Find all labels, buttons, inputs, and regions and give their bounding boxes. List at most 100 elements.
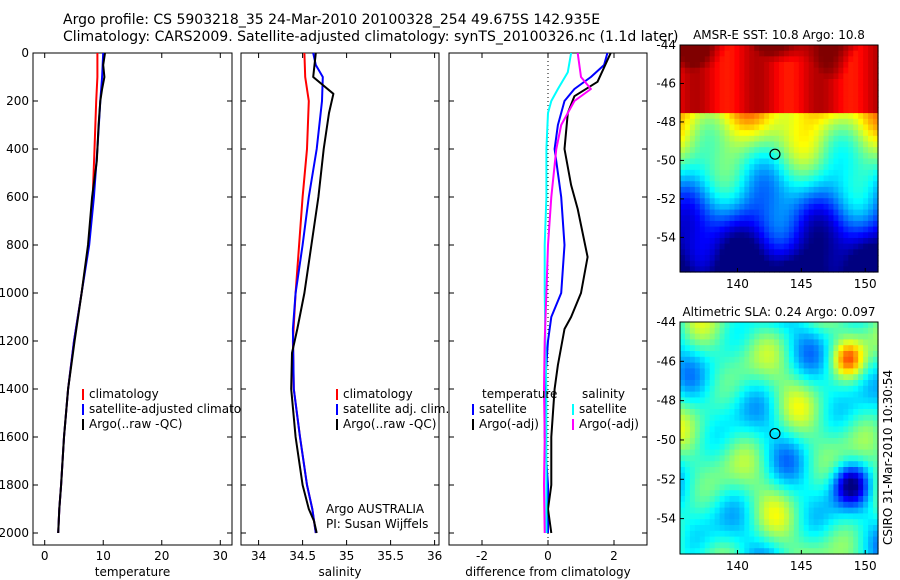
heatmap-cell — [818, 548, 825, 555]
heatmap-cell — [709, 220, 716, 228]
heatmap-cell — [734, 118, 740, 126]
heatmap-cell — [680, 124, 686, 131]
heatmap-cell — [873, 432, 879, 439]
heatmap-cell — [873, 152, 879, 160]
heatmap-cell — [744, 414, 750, 422]
heatmap-cell — [699, 50, 706, 57]
heatmap-cell — [853, 152, 859, 160]
heatmap-cell — [759, 542, 765, 549]
heatmap-cell — [813, 249, 820, 256]
heatmap-cell — [684, 135, 691, 143]
heatmap-cell — [863, 169, 869, 177]
heatmap-cell — [744, 362, 750, 369]
heatmap-cell — [739, 374, 745, 381]
heatmap-cell — [793, 67, 800, 74]
heatmap-cell — [818, 432, 825, 439]
heatmap-cell — [803, 351, 810, 358]
heatmap-cell — [709, 496, 716, 503]
heatmap-cell — [783, 50, 790, 57]
heatmap-cell — [684, 164, 691, 171]
heatmap-cell — [714, 192, 721, 199]
panel-annotation: Argo AUSTRALIA — [326, 502, 425, 516]
heatmap-cell — [803, 84, 810, 91]
heatmap-cell — [813, 420, 820, 427]
heatmap-cell — [779, 501, 785, 509]
heatmap-cell — [699, 62, 706, 69]
heatmap-cell — [813, 237, 820, 245]
heatmap-cell — [863, 322, 869, 329]
heatmap-cell — [689, 62, 696, 69]
heatmap-cell — [853, 380, 859, 387]
heatmap-cell — [838, 333, 844, 340]
heatmap-cell — [764, 152, 770, 160]
heatmap-cell — [823, 181, 830, 188]
heatmap-cell — [694, 519, 701, 526]
heatmap-cell — [694, 484, 701, 491]
heatmap-cell — [749, 215, 755, 222]
heatmap-cell — [868, 536, 874, 543]
heatmap-cell — [680, 438, 686, 445]
heatmap-cell — [788, 455, 795, 462]
heatmap-cell — [764, 403, 770, 410]
heatmap-cell — [803, 243, 810, 250]
heatmap-cell — [774, 409, 780, 416]
heatmap-cell — [823, 519, 830, 526]
heatmap-cell — [868, 403, 874, 410]
heatmap-cell — [858, 426, 864, 433]
heatmap-cell — [798, 432, 805, 439]
heatmap-cell — [769, 351, 775, 358]
y-tick-label: -52 — [656, 192, 676, 206]
heatmap-cell — [853, 501, 859, 509]
heatmap-cell — [848, 525, 854, 532]
heatmap-cell — [744, 513, 750, 520]
heatmap-cell — [779, 327, 785, 335]
heatmap-cell — [704, 548, 711, 555]
heatmap-cell — [684, 403, 691, 410]
heatmap-cell — [858, 198, 864, 205]
heatmap-cell — [689, 152, 696, 160]
heatmap-cell — [818, 525, 825, 532]
heatmap-cell — [749, 158, 755, 165]
heatmap-cell — [838, 90, 844, 97]
heatmap-cell — [694, 141, 701, 148]
heatmap-cell — [764, 220, 770, 228]
heatmap-cell — [764, 368, 770, 375]
heatmap-cell — [788, 50, 795, 57]
heatmap-cell — [863, 45, 869, 52]
heatmap-cell — [823, 141, 830, 148]
series-line-argo-raw-qc- — [290, 52, 335, 534]
heatmap-cell — [689, 432, 696, 439]
heatmap-cell — [744, 164, 750, 171]
heatmap-cell — [684, 536, 691, 543]
heatmap-cell — [868, 478, 874, 485]
heatmap-cell — [863, 141, 869, 148]
heatmap-cell — [863, 385, 869, 393]
heatmap-cell — [868, 513, 874, 520]
heatmap-cell — [833, 432, 839, 439]
heatmap-cell — [744, 73, 750, 80]
heatmap-cell — [873, 525, 879, 532]
heatmap-cell — [759, 455, 765, 462]
heatmap-cell — [684, 73, 691, 80]
heatmap-cell — [873, 226, 879, 233]
heatmap-cell — [684, 226, 691, 233]
heatmap-cell — [694, 362, 701, 369]
heatmap-cell — [764, 90, 770, 97]
heatmap-cell — [689, 147, 696, 154]
heatmap-cell — [684, 426, 691, 433]
heatmap-cell — [873, 260, 879, 267]
heatmap-cell — [680, 507, 686, 514]
heatmap-cell — [853, 45, 859, 52]
heatmap-cell — [684, 438, 691, 445]
heatmap-cell — [724, 266, 731, 273]
heatmap-cell — [689, 449, 696, 456]
heatmap-cell — [833, 147, 839, 154]
heatmap-cell — [759, 356, 765, 364]
heatmap-cell — [699, 79, 706, 86]
heatmap-cell — [754, 135, 760, 143]
heatmap-cell — [709, 414, 716, 422]
heatmap-cell — [798, 397, 805, 404]
heatmap-cell — [808, 237, 815, 245]
heatmap-cell — [863, 130, 869, 137]
